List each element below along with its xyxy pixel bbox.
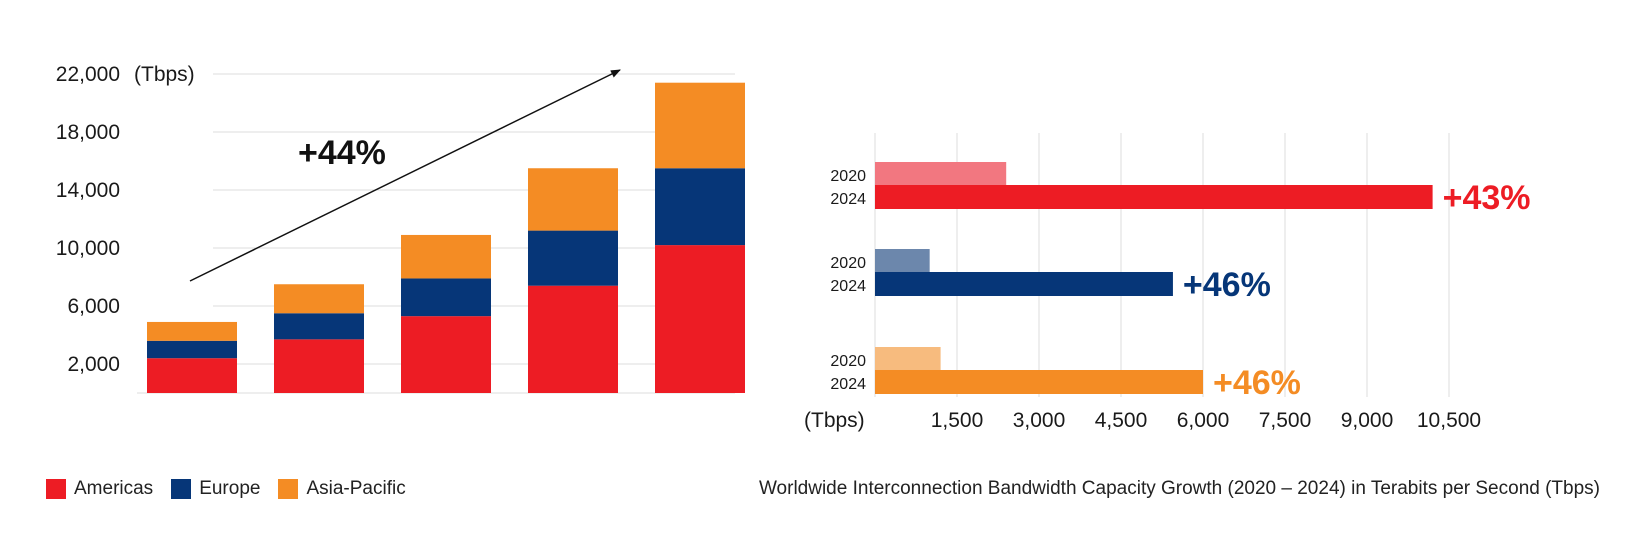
- x-tick-label: 4,500: [1095, 409, 1148, 432]
- chart-caption: Worldwide Interconnection Bandwidth Capa…: [758, 478, 1600, 499]
- y-tick-label: 18,000: [56, 121, 120, 144]
- x-tick-label: 9,000: [1341, 409, 1394, 432]
- bar-segment-europe-2023: [528, 230, 618, 286]
- legend-swatch-asia-pacific: [278, 479, 299, 499]
- year-label-asia-pacific-2024: 2024: [830, 376, 866, 393]
- year-label-americas-2024: 2024: [830, 191, 866, 208]
- y-tick-label: 22,000: [56, 63, 120, 86]
- growth-label-europe: +46%: [1183, 266, 1271, 304]
- bar-segment-asia-pacific-2021: [274, 284, 364, 314]
- growth-annotation: +44%: [298, 134, 386, 172]
- bar-segment-americas-2024: [655, 245, 745, 393]
- x-tick-label: 6,000: [1177, 409, 1230, 432]
- legend-item-asia-pacific: Asia-Pacific: [278, 478, 406, 500]
- x-tick-label: 10,500: [1417, 409, 1481, 432]
- legend-item-americas: Americas: [46, 478, 153, 500]
- legend-item-europe: Europe: [171, 478, 260, 500]
- growth-label-asia-pacific: +46%: [1213, 364, 1301, 402]
- x-unit-label: (Tbps): [804, 409, 865, 432]
- growth-arrow: [189, 69, 621, 282]
- bar-segment-americas-2023: [528, 285, 618, 393]
- legend-label-europe: Europe: [199, 478, 261, 499]
- y-tick-label: 10,000: [56, 237, 120, 260]
- x-tick-label: 3,000: [1013, 409, 1066, 432]
- year-label-asia-pacific-2020: 2020: [830, 353, 866, 370]
- y-unit-label: (Tbps): [134, 63, 195, 86]
- x-tick-label: 1,500: [931, 409, 984, 432]
- bar-asia-pacific-2020: [875, 347, 941, 370]
- bar-segment-europe-2022: [401, 278, 491, 317]
- legend: Americas Europe Asia-Pacific: [46, 478, 424, 500]
- bar-segment-europe-2020: [147, 340, 237, 359]
- legend-label-asia-pacific: Asia-Pacific: [306, 478, 406, 499]
- legend-swatch-europe: [171, 479, 192, 499]
- stacked-bar-chart: 2,000 6,000 10,000 14,000 18,000 22,000 (Tbps)…: [56, 63, 745, 394]
- year-label-americas-2020: 2020: [830, 168, 866, 185]
- y-tick-label: 14,000: [56, 179, 120, 202]
- year-label-europe-2024: 2024: [830, 278, 866, 295]
- bar-americas-2024: [875, 185, 1433, 209]
- y-tick-label: 6,000: [67, 295, 120, 318]
- bar-segment-asia-pacific-2024: [655, 82, 745, 169]
- bar-asia-pacific-2024: [875, 370, 1203, 394]
- bar-segment-asia-pacific-2022: [401, 234, 491, 279]
- growth-label-americas: +43%: [1443, 179, 1531, 217]
- bar-segment-asia-pacific-2023: [528, 168, 618, 231]
- bar-segment-americas-2020: [147, 358, 237, 393]
- bar-segment-europe-2021: [274, 313, 364, 340]
- bar-segment-asia-pacific-2020: [147, 321, 237, 341]
- bar-segment-americas-2022: [401, 316, 491, 393]
- legend-label-americas: Americas: [74, 478, 154, 499]
- bar-segment-americas-2021: [274, 339, 364, 393]
- year-label-europe-2020: 2020: [830, 255, 866, 272]
- legend-swatch-americas: [46, 479, 66, 499]
- bar-americas-2020: [875, 162, 1007, 185]
- bar-europe-2024: [875, 272, 1173, 296]
- y-tick-label: 2,000: [67, 353, 120, 376]
- bar-segment-europe-2024: [655, 168, 745, 246]
- bar-europe-2020: [875, 249, 930, 272]
- horizontal-bar-chart: 1,500 3,000 4,500 6,000 7,500 9,000 10,500 (Tbp…: [804, 133, 1531, 432]
- x-tick-label: 7,500: [1259, 409, 1312, 432]
